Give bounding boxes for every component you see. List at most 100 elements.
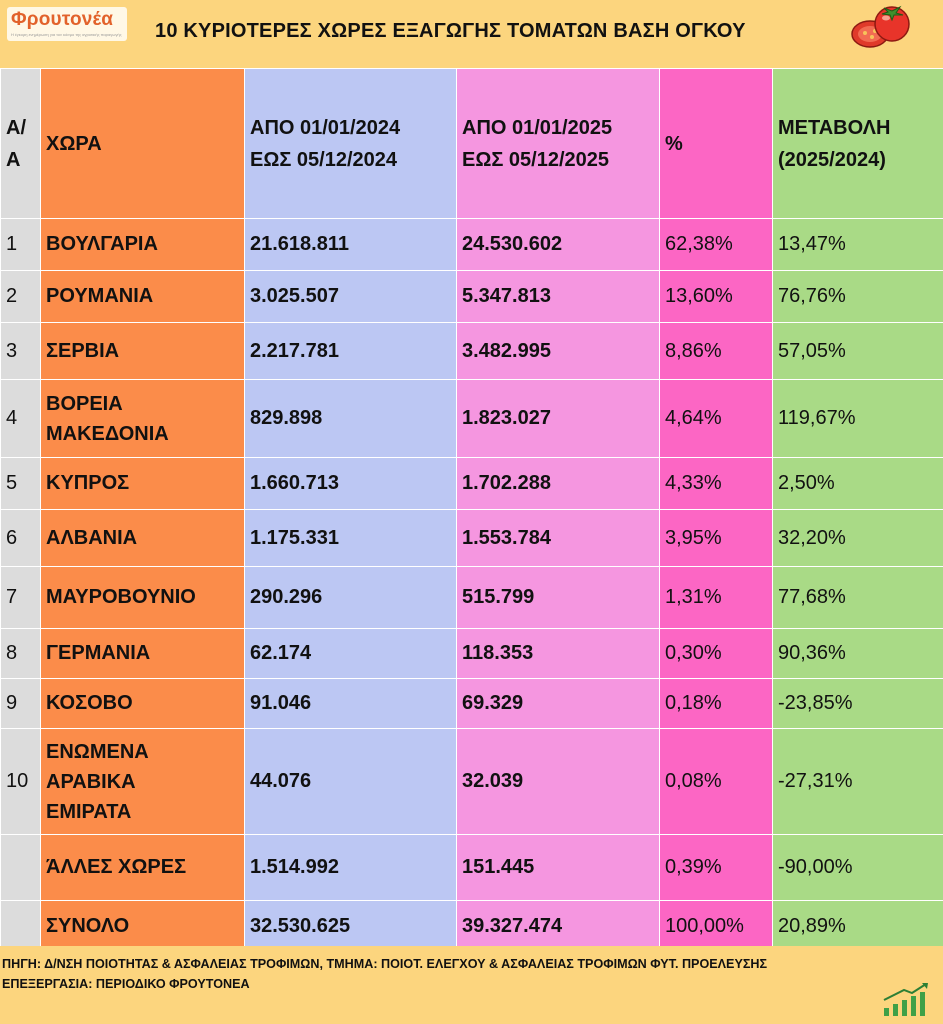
volume-2024: 32.530.625: [244, 900, 457, 953]
country-name-line: ΜΑΥΡΟΒΟΥΝΙΟ: [46, 586, 196, 608]
table-row: 3 ΣΕΡΒΙΑ 2.217.781 3.482.995 8,86% 57,05%: [0, 322, 943, 380]
volume-2024: 21.618.811: [244, 218, 457, 271]
volume-2024: 1.175.331: [244, 509, 457, 567]
table-row: 5 ΚΥΠΡΟΣ 1.660.713 1.702.288 4,33% 2,50%: [0, 457, 943, 510]
header-aa: Α/ Α: [0, 68, 41, 219]
source-note: ΠΗΓΗ: Δ/ΝΣΗ ΠΟΙΟΤΗΤΑΣ & ΑΣΦΑΛΕΙΑΣ ΤΡΟΦΙΜ…: [2, 954, 767, 994]
volume-2024: 44.076: [244, 728, 457, 835]
header-change-line: ΜΕΤΑΒΟΛΗ: [778, 116, 891, 139]
change-percent: 13,47%: [772, 218, 943, 271]
country-cell: ΡΟΥΜΑΝΙΑ: [40, 270, 245, 323]
share-percent: 0,08%: [659, 728, 773, 835]
row-index: 7: [0, 566, 41, 629]
country-cell: ΒΟΥΛΓΑΡΙΑ: [40, 218, 245, 271]
volume-2025: 1.702.288: [456, 457, 660, 510]
country-cell: ΚΟΣΟΒΟ: [40, 678, 245, 729]
row-index: [0, 900, 41, 953]
page-title: 10 ΚΥΡΙΟΤΕΡΕΣ ΧΩΡΕΣ ΕΞΑΓΩΓΗΣ ΤΟΜΑΤΩΝ ΒΑΣ…: [155, 20, 746, 42]
share-percent: 100,00%: [659, 900, 773, 953]
country-name-line: ΣΥΝΟΛΟ: [46, 915, 130, 937]
tomato-icon: [851, 5, 910, 48]
country-cell: ΓΕΡΜΑΝΙΑ: [40, 628, 245, 679]
header-change: ΜΕΤΑΒΟΛΗ (2025/2024): [772, 68, 943, 219]
country-name-line: ΆΛΛΕΣ ΧΩΡΕΣ: [46, 856, 187, 878]
header-country: ΧΩΡΑ: [40, 68, 245, 219]
volume-2024: 1.514.992: [244, 834, 457, 901]
table-row: 9 ΚΟΣΟΒΟ 91.046 69.329 0,18% -23,85%: [0, 678, 943, 729]
row-index: [0, 834, 41, 901]
volume-2025: 69.329: [456, 678, 660, 729]
header: Φρουτονέα Η έγκυρη ενημέρωση για τον κόσ…: [0, 0, 943, 68]
logo-name: Φρουτονέα: [11, 9, 114, 30]
row-index: 4: [0, 379, 41, 458]
header-2025: ΑΠΟ 01/01/2025 ΕΩΣ 05/12/2025: [456, 68, 660, 219]
change-percent: 77,68%: [772, 566, 943, 629]
country-name-line: ΚΥΠΡΟΣ: [46, 472, 130, 494]
country-cell: ΚΥΠΡΟΣ: [40, 457, 245, 510]
table-row: 10 ΕΝΩΜΕΝΑ ΑΡΑΒΙΚΑ ΕΜΙΡΑΤΑ 44.076 32.039 0,08%…: [0, 728, 943, 835]
country-name-line: ΒΟΥΛΓΑΡΙΑ: [46, 233, 158, 255]
share-percent: 4,64%: [659, 379, 773, 458]
row-index: 2: [0, 270, 41, 323]
header-row: Α/ Α ΧΩΡΑ ΑΠΟ 01/01/2024 ΕΩΣ 05/12/2024 …: [0, 68, 943, 219]
header-2025-line: ΑΠΟ 01/01/2025: [462, 116, 613, 139]
country-cell: ΜΑΥΡΟΒΟΥΝΙΟ: [40, 566, 245, 629]
header-2024: ΑΠΟ 01/01/2024 ΕΩΣ 05/12/2024: [244, 68, 457, 219]
country-name-line: ΡΟΥΜΑΝΙΑ: [46, 285, 154, 307]
share-percent: 1,31%: [659, 566, 773, 629]
table-row: 1 ΒΟΥΛΓΑΡΙΑ 21.618.811 24.530.602 62,38% 13,4…: [0, 218, 943, 271]
table-row: ΣΥΝΟΛΟ 32.530.625 39.327.474 100,00% 20,89%: [0, 900, 943, 953]
volume-2025: 515.799: [456, 566, 660, 629]
row-index: 6: [0, 509, 41, 567]
country-name-line: ΕΜΙΡΑΤΑ: [46, 800, 132, 823]
table-row: 7 ΜΑΥΡΟΒΟΥΝΙΟ 290.296 515.799 1,31% 77,68%: [0, 566, 943, 629]
header-2025-line: ΕΩΣ 05/12/2025: [462, 148, 610, 171]
table-row: 2 ΡΟΥΜΑΝΙΑ 3.025.507 5.347.813 13,60% 76,76%: [0, 270, 943, 323]
header-2024-line: ΕΩΣ 05/12/2024: [250, 148, 398, 171]
country-cell: ΆΛΛΕΣ ΧΩΡΕΣ: [40, 834, 245, 901]
country-cell: ΕΝΩΜΕΝΑ ΑΡΑΒΙΚΑ ΕΜΙΡΑΤΑ: [40, 728, 245, 835]
share-percent: 0,18%: [659, 678, 773, 729]
volume-2024: 2.217.781: [244, 322, 457, 380]
row-index: 10: [0, 728, 41, 835]
source-line: ΠΗΓΗ: Δ/ΝΣΗ ΠΟΙΟΤΗΤΑΣ & ΑΣΦΑΛΕΙΑΣ ΤΡΟΦΙΜ…: [2, 957, 768, 971]
volume-2024: 3.025.507: [244, 270, 457, 323]
share-percent: 4,33%: [659, 457, 773, 510]
volume-2025: 1.553.784: [456, 509, 660, 567]
volume-2025: 24.530.602: [456, 218, 660, 271]
change-percent: 20,89%: [772, 900, 943, 953]
change-percent: 57,05%: [772, 322, 943, 380]
bar-growth-icon: [883, 983, 928, 1016]
volume-2025: 32.039: [456, 728, 660, 835]
change-percent: 32,20%: [772, 509, 943, 567]
volume-2024: 1.660.713: [244, 457, 457, 510]
row-index: 5: [0, 457, 41, 510]
country-name-line: ΣΕΡΒΙΑ: [46, 339, 120, 362]
volume-2025: 39.327.474: [456, 900, 660, 953]
country-name-line: ΓΕΡΜΑΝΙΑ: [46, 642, 151, 664]
country-cell: ΣΥΝΟΛΟ: [40, 900, 245, 953]
country-name-line: ΕΝΩΜΕΝΑ: [46, 740, 149, 763]
share-percent: 0,39%: [659, 834, 773, 901]
header-2024-line: ΑΠΟ 01/01/2024: [250, 116, 401, 139]
header-percent: %: [659, 68, 773, 219]
change-percent: -27,31%: [772, 728, 943, 835]
volume-2025: 5.347.813: [456, 270, 660, 323]
share-percent: 8,86%: [659, 322, 773, 380]
share-percent: 13,60%: [659, 270, 773, 323]
logo-tagline: Η έγκυρη ενημέρωση για τον κόσμο της αγρ…: [11, 32, 122, 37]
processing-line: ΕΠΕΞΕΡΓΑΣΙΑ: ΠΕΡΙΟΔΙΚΟ ΦΡΟΥΤΟΝΕΑ: [2, 977, 250, 991]
header-aa-line: Α: [6, 148, 21, 171]
table-row: ΆΛΛΕΣ ΧΩΡΕΣ 1.514.992 151.445 0,39% -90,00%: [0, 834, 943, 901]
table-body: 1 ΒΟΥΛΓΑΡΙΑ 21.618.811 24.530.602 62,38% 13,4…: [0, 218, 943, 953]
country-cell: ΒΟΡΕΙΑ ΜΑΚΕΔΟΝΙΑ: [40, 379, 245, 458]
row-index: 9: [0, 678, 41, 729]
change-percent: -90,00%: [772, 834, 943, 901]
table-row: 8 ΓΕΡΜΑΝΙΑ 62.174 118.353 0,30% 90,36%: [0, 628, 943, 679]
header-change-line: (2025/2024): [778, 148, 886, 171]
table-row: 4 ΒΟΡΕΙΑ ΜΑΚΕΔΟΝΙΑ 829.898 1.823.027 4,64% 119…: [0, 379, 943, 458]
table-row: 6 ΑΛΒΑΝΙΑ 1.175.331 1.553.784 3,95% 32,20%: [0, 509, 943, 567]
share-percent: 3,95%: [659, 509, 773, 567]
logo: Φρουτονέα Η έγκυρη ενημέρωση για τον κόσ…: [7, 7, 127, 41]
row-index: 3: [0, 322, 41, 380]
